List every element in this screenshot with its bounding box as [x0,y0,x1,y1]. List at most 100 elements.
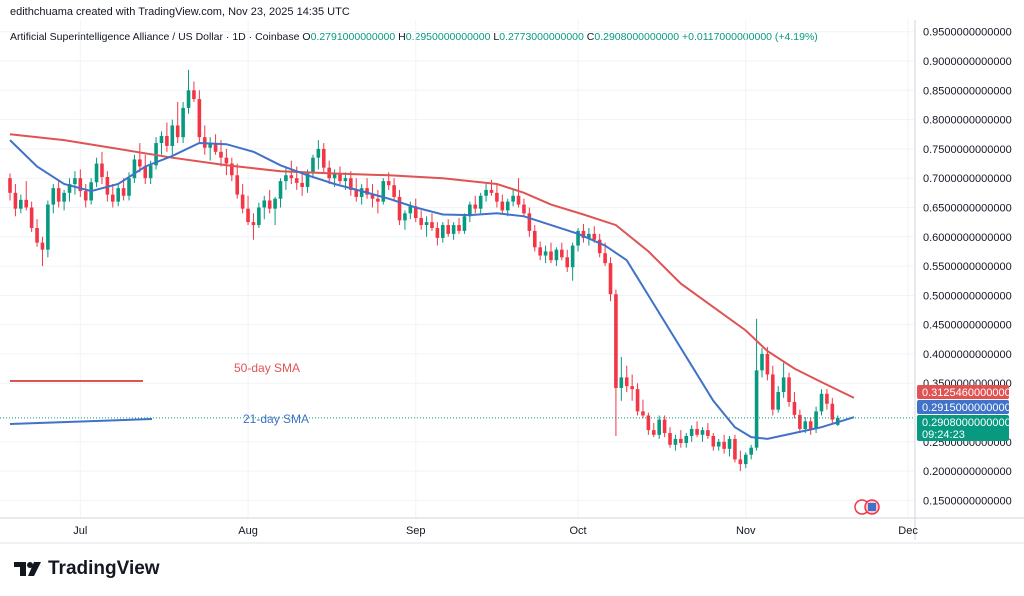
candle-body [505,201,510,211]
candle-body [581,230,586,238]
candle-body [224,157,229,164]
candle-body [435,227,440,238]
sma21-price-tag-label: 0.2915000000000 [922,402,1011,414]
x-tick-label: Aug [238,525,258,537]
candle-body [181,107,185,138]
symbol-ohlc-line: Artificial Superintelligence Alliance / … [10,31,818,43]
candle-body [695,428,699,435]
candle-body [413,206,418,219]
candle-body [321,148,326,168]
sma50-price-tag: 0.3125460000000 [917,385,1011,399]
candle-body [94,163,99,183]
candle-body [733,438,737,460]
candle-body [516,195,521,205]
candle-body [392,185,396,197]
x-tick-label: Dec [898,525,918,537]
candle-body [738,459,743,465]
candle-body [354,189,359,197]
candle-body [549,251,553,261]
tradingview-footer: TradingView [12,558,160,580]
candle-body [121,188,126,196]
last-price-countdown: 09:24:23 [922,429,965,441]
candle-body [700,430,705,435]
candle-body [624,377,629,387]
candle-body [587,233,591,238]
candle-body [246,208,250,223]
candle-body [311,157,315,174]
candle-body [46,204,50,250]
candle-body [424,222,429,226]
candle-body [138,159,142,167]
candle-body [446,225,451,234]
candle-body [278,181,283,199]
candle-body [40,242,45,250]
candle-body [230,163,234,176]
candle-body [522,204,526,214]
last-price-tag-bg [917,415,1009,441]
candle-body [825,393,829,404]
candle-body [294,178,299,183]
candle-body [808,421,813,429]
candle-body [630,386,634,390]
x-tick-label: Oct [569,525,586,537]
candle-body [819,393,824,412]
candle-body [484,189,488,196]
candle-body [105,177,110,195]
candle-body [29,207,34,228]
candle-body [511,195,515,202]
candle-body [56,188,61,202]
candle-body [116,188,120,202]
y-tick-label: 0.1500000000000 [923,495,1012,507]
candle-body [462,216,467,231]
candle-body [608,263,613,295]
candle-body [451,225,456,234]
candle-body [386,181,391,186]
candle-body [570,245,575,268]
candle-body [814,411,818,429]
candle-body [332,173,337,179]
candle-body [597,239,602,254]
candle-body [614,294,618,388]
candle-body [651,430,656,435]
tradingview-brand[interactable]: TradingView [48,558,160,579]
candle-body [13,192,18,209]
y-tick-label: 0.4500000000000 [923,320,1012,332]
candle-body [381,181,386,202]
candle-body [132,159,137,179]
y-tick-label: 0.7500000000000 [923,144,1012,156]
candle-body [532,230,537,248]
x-axis-labels: Jul Aug Sep Oct Nov Dec [73,525,918,537]
candle-body [219,151,223,158]
sma21-line [9,139,855,440]
y-tick-label: 0.6000000000000 [923,232,1012,244]
y-tick-label: 0.7000000000000 [923,173,1012,185]
candle-body [495,192,499,202]
sma21-legend-line [9,418,153,425]
candle-body [73,178,77,185]
candle-body [289,175,294,179]
candle-body [419,218,423,226]
candle-body [798,414,802,429]
symbol-name[interactable]: Artificial Superintelligence Alliance / … [10,31,300,43]
candle-body [478,195,483,209]
x-tick-label: Sep [406,525,426,537]
candle-body [646,415,651,431]
candle-body [603,253,607,264]
candle-body [240,194,245,209]
candle-body [267,200,272,209]
event-flag [868,503,876,511]
candle-body [165,136,169,146]
candle-body [208,143,212,148]
sma21-legend-label: 21-day SMA [243,412,309,426]
candle-body [62,192,66,202]
candle-body [376,198,380,202]
sma50-legend-label: 50-day SMA [234,361,300,375]
candle-body [235,175,240,195]
candle-body [679,438,683,444]
candle-body [305,173,310,187]
candle-body [776,392,781,410]
candle-body [668,433,672,445]
candle-body [538,247,542,256]
candle-body [560,249,564,258]
